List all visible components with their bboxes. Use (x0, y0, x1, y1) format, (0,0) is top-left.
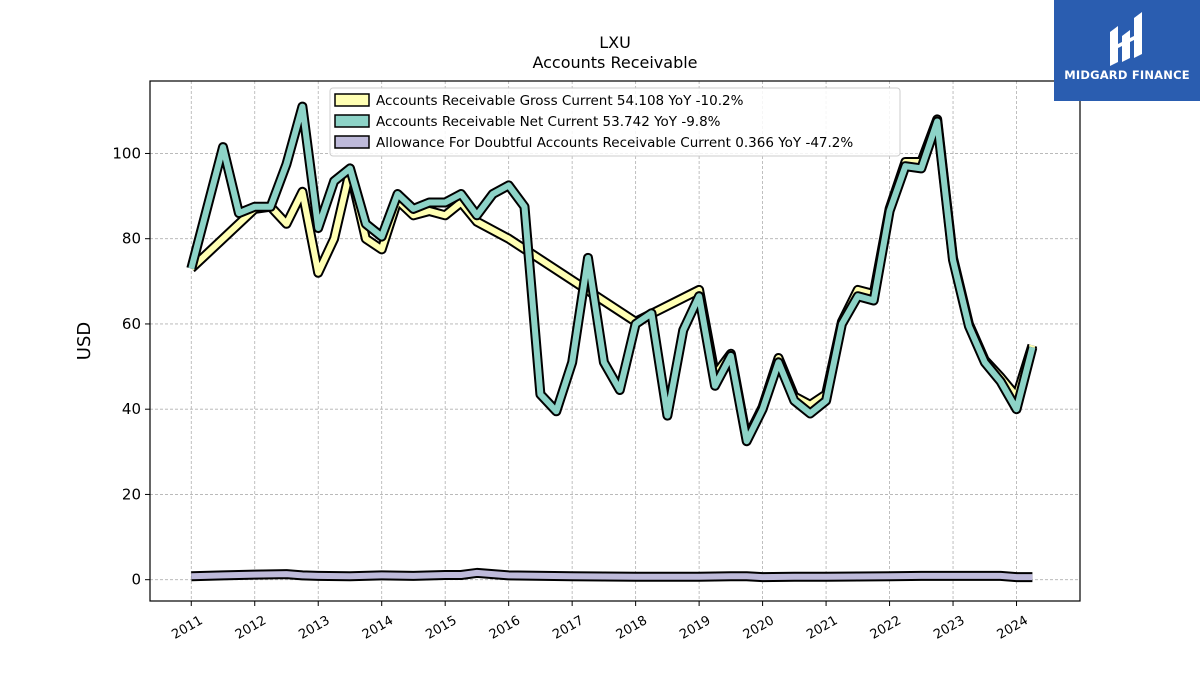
x-tick-label: 2021 (804, 613, 840, 643)
brand-logo: MIDGARD FINANCE (1054, 0, 1200, 101)
y-tick-label: 40 (122, 400, 141, 418)
x-tick-label: 2020 (741, 613, 777, 643)
x-tick-label: 2013 (296, 613, 332, 643)
legend-swatch-gross (334, 93, 370, 107)
y-axis-label: USD (74, 322, 95, 360)
x-tick-label: 2015 (423, 613, 459, 643)
y-tick-label: 0 (131, 571, 141, 589)
y-tick-label: 60 (122, 315, 141, 333)
legend-label-net: Accounts Receivable Net Current 53.742 Y… (376, 114, 721, 130)
legend-swatch-allowance (334, 135, 370, 149)
x-tick-label: 2017 (550, 613, 586, 643)
logo-mark-icon (1110, 12, 1142, 66)
series-layer (186, 101, 1038, 583)
x-tick-label: 2012 (233, 613, 269, 643)
logo-text: MIDGARD FINANCE (1064, 68, 1190, 82)
x-tick-label: 2023 (931, 613, 967, 643)
y-tick-label: 100 (112, 144, 141, 162)
x-tick-label: 2011 (169, 613, 205, 643)
chart-subtitle: Accounts Receivable (532, 53, 697, 72)
series-line-allowance (191, 569, 1033, 581)
chart-title: LXU (599, 33, 631, 52)
x-tick-label: 2018 (614, 613, 650, 643)
x-tick-label: 2022 (868, 613, 904, 643)
legend-swatch-net (334, 114, 370, 128)
legend-label-allowance: Allowance For Doubtful Accounts Receivab… (376, 135, 853, 151)
x-tick-label: 2024 (995, 613, 1031, 643)
x-tick-label: 2016 (487, 613, 523, 643)
x-tick-label: 2014 (360, 613, 396, 643)
series-line-net (188, 103, 1036, 445)
plot-frame (149, 80, 1081, 602)
legend: Accounts Receivable Gross Current 54.108… (329, 87, 901, 157)
x-tick-label: 2019 (677, 613, 713, 643)
legend-box (329, 87, 901, 157)
y-tick-label: 20 (122, 485, 141, 503)
y-tick-label: 80 (122, 230, 141, 248)
legend-label-gross: Accounts Receivable Gross Current 54.108… (376, 93, 744, 109)
